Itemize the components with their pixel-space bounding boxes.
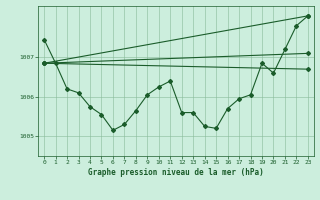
X-axis label: Graphe pression niveau de la mer (hPa): Graphe pression niveau de la mer (hPa) <box>88 168 264 177</box>
